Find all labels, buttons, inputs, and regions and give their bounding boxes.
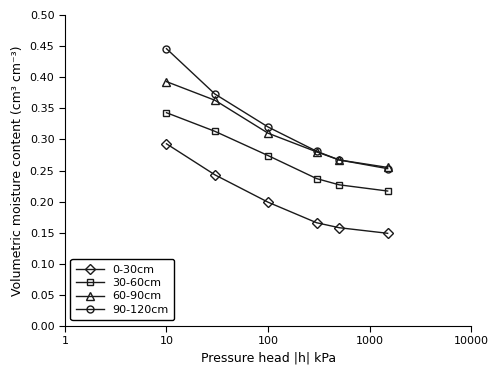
Legend: 0-30cm, 30-60cm, 60-90cm, 90-120cm: 0-30cm, 30-60cm, 60-90cm, 90-120cm xyxy=(70,259,174,320)
0-30cm xyxy=(212,173,218,177)
Line: 0-30cm: 0-30cm xyxy=(163,140,391,237)
Line: 30-60cm: 30-60cm xyxy=(163,109,391,194)
30-60cm xyxy=(314,176,320,181)
60-90cm xyxy=(314,150,320,154)
90-120cm xyxy=(164,46,170,51)
90-120cm xyxy=(212,92,218,96)
60-90cm xyxy=(336,158,342,162)
Line: 90-120cm: 90-120cm xyxy=(163,45,391,172)
Line: 60-90cm: 60-90cm xyxy=(162,77,392,171)
30-60cm xyxy=(336,183,342,187)
60-90cm xyxy=(212,98,218,103)
60-90cm xyxy=(384,165,390,170)
60-90cm xyxy=(265,131,271,135)
30-60cm xyxy=(164,111,170,115)
30-60cm xyxy=(384,189,390,193)
60-90cm xyxy=(164,79,170,84)
90-120cm xyxy=(265,125,271,129)
30-60cm xyxy=(265,153,271,158)
X-axis label: Pressure head |h| kPa: Pressure head |h| kPa xyxy=(200,352,336,365)
0-30cm xyxy=(265,200,271,205)
90-120cm xyxy=(314,149,320,153)
90-120cm xyxy=(384,167,390,171)
0-30cm xyxy=(336,226,342,230)
Y-axis label: Volumetric moisture content (cm³ cm⁻³): Volumetric moisture content (cm³ cm⁻³) xyxy=(11,45,24,296)
0-30cm xyxy=(314,220,320,225)
30-60cm xyxy=(212,129,218,133)
0-30cm xyxy=(164,141,170,146)
0-30cm xyxy=(384,231,390,235)
90-120cm xyxy=(336,158,342,162)
